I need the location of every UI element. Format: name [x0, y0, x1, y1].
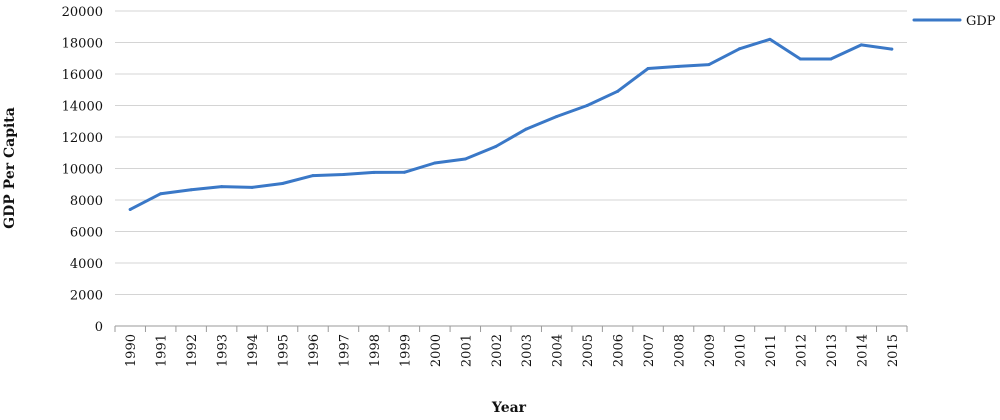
data-point — [341, 172, 345, 176]
legend-label-gdp: GDP — [966, 14, 996, 29]
data-point — [829, 57, 833, 61]
grid-lines — [115, 10, 907, 295]
data-point — [433, 161, 437, 165]
x-tick-label: 1994 — [246, 334, 261, 367]
data-point — [768, 37, 772, 41]
series-line-gdp — [128, 37, 894, 211]
legend: GDP — [912, 14, 996, 29]
y-tick-label: 6000 — [70, 226, 103, 241]
x-tick-label: 2001 — [459, 334, 474, 367]
x-tick-label: 2009 — [703, 334, 718, 367]
y-tick-label: 18000 — [62, 37, 103, 52]
data-point — [189, 188, 193, 192]
y-tick-labels: 0 2000 4000 6000 8000 10000 12000 14000 16000 180… — [62, 5, 103, 335]
x-tick-label: 1997 — [337, 334, 352, 367]
x-tick-label: 1995 — [277, 334, 292, 367]
data-point — [707, 63, 711, 67]
data-point — [311, 174, 315, 178]
x-tick-label: 2007 — [642, 334, 657, 367]
data-point — [555, 115, 559, 119]
x-axis-title: Year — [491, 400, 527, 416]
x-tick-label: 1992 — [185, 334, 200, 367]
x-tick-label: 2010 — [733, 334, 748, 367]
data-point — [737, 47, 741, 51]
y-tick-label: 12000 — [62, 131, 103, 146]
data-point — [494, 144, 498, 148]
data-point — [616, 89, 620, 93]
x-tick-label: 2003 — [520, 334, 535, 367]
y-axis-title: GDP Per Capita — [2, 107, 18, 229]
series-layer — [128, 37, 894, 211]
axes — [114, 325, 908, 332]
data-point — [798, 57, 802, 61]
data-point — [585, 104, 589, 107]
x-tick-label: 1996 — [307, 334, 322, 367]
data-point — [220, 185, 224, 189]
x-tick-label: 1991 — [155, 334, 170, 367]
data-point — [677, 64, 681, 68]
data-point — [890, 47, 894, 51]
data-point — [402, 170, 406, 174]
x-tick-label: 1990 — [124, 334, 139, 367]
x-tick-labels: 1990 1991 1992 1993 1994 1995 1996 1997 1998 1999… — [124, 334, 901, 367]
y-tick-label: 14000 — [62, 100, 103, 115]
data-point — [250, 185, 254, 189]
x-tick-label: 1993 — [216, 334, 231, 367]
x-tick-label: 2012 — [794, 334, 809, 367]
x-tick-label: 2008 — [673, 334, 688, 367]
x-tick-label: 2002 — [490, 334, 505, 367]
data-point — [859, 43, 863, 47]
y-tick-label: 8000 — [70, 194, 103, 209]
x-tick-label: 1999 — [398, 334, 413, 367]
y-tick-label: 10000 — [62, 163, 103, 178]
data-point — [524, 127, 528, 131]
x-tick-label: 2014 — [855, 334, 870, 367]
data-point — [159, 192, 163, 196]
x-tick-label: 2006 — [612, 334, 627, 367]
x-tick-label: 2000 — [429, 334, 444, 367]
data-point — [128, 207, 132, 211]
data-point — [372, 170, 376, 174]
y-tick-label: 2000 — [70, 289, 103, 304]
x-tick-label: 2005 — [581, 334, 596, 367]
x-tick-label: 2013 — [825, 334, 840, 367]
y-tick-label: 16000 — [62, 68, 103, 83]
data-point — [463, 157, 467, 161]
y-tick-label: 4000 — [70, 257, 103, 272]
x-tick-label: 2015 — [886, 334, 901, 367]
x-tick-label: 2011 — [764, 334, 779, 367]
x-tick-label: 1998 — [368, 334, 383, 367]
data-point — [281, 181, 285, 185]
data-point — [646, 66, 650, 70]
y-tick-label: 20000 — [62, 5, 103, 20]
x-tick-label: 2004 — [551, 334, 566, 367]
y-tick-label: 0 — [95, 320, 103, 335]
